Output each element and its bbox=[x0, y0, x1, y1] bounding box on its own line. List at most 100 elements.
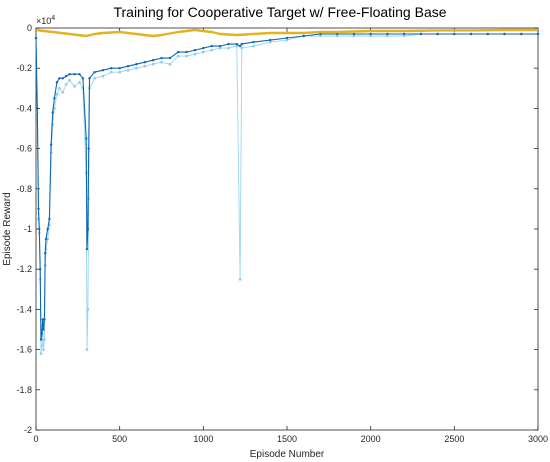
data-point-average_reward bbox=[352, 32, 356, 36]
y-tick-label: -1.4 bbox=[16, 304, 32, 314]
data-point-average_reward bbox=[143, 61, 146, 64]
x-tick-label: 2000 bbox=[361, 434, 381, 444]
data-point-average_reward bbox=[436, 32, 439, 36]
x-tick-label: 0 bbox=[33, 434, 38, 444]
series-layer bbox=[34, 28, 540, 355]
data-point-average_reward bbox=[486, 32, 489, 36]
data-point-average_reward bbox=[42, 328, 45, 331]
plot-area bbox=[35, 27, 539, 431]
data-point-episode_reward bbox=[235, 44, 239, 48]
data-point-average_reward bbox=[49, 143, 53, 146]
data-point-episode_reward bbox=[168, 62, 172, 66]
y-exponent-label: ×104 bbox=[36, 15, 55, 26]
series-line-average_reward bbox=[35, 33, 538, 341]
chart-title: Training for Cooperative Target w/ Free-… bbox=[113, 4, 446, 20]
data-point-episode_reward bbox=[176, 54, 180, 58]
data-point-average_reward bbox=[185, 50, 188, 54]
data-point-average_reward bbox=[503, 32, 506, 36]
data-point-episode_reward bbox=[68, 78, 71, 82]
data-point-average_reward bbox=[101, 69, 105, 72]
data-point-average_reward bbox=[151, 59, 155, 62]
data-point-average_reward bbox=[36, 107, 39, 110]
data-point-episode_reward bbox=[61, 90, 65, 94]
data-point-average_reward bbox=[37, 207, 40, 211]
data-point-average_reward bbox=[51, 111, 54, 114]
data-point-episode_reward bbox=[402, 34, 406, 38]
data-point-episode_reward bbox=[39, 352, 43, 355]
data-point-average_reward bbox=[73, 73, 76, 76]
data-point-episode_reward bbox=[64, 82, 68, 86]
data-point-average_reward bbox=[55, 81, 59, 84]
data-point-average_reward bbox=[210, 44, 213, 48]
data-point-average_reward bbox=[44, 237, 48, 241]
data-point-episode_reward bbox=[109, 70, 113, 74]
data-point-average_reward bbox=[469, 32, 473, 36]
data-point-average_reward bbox=[202, 46, 205, 50]
data-point-average_reward bbox=[520, 32, 523, 36]
data-point-episode_reward bbox=[55, 92, 59, 96]
y-tick-label: -1.8 bbox=[16, 385, 32, 395]
data-point-average_reward bbox=[302, 34, 305, 38]
x-tick-label: 1500 bbox=[277, 434, 297, 444]
y-tick-label: -1 bbox=[24, 224, 32, 234]
data-point-average_reward bbox=[193, 48, 197, 52]
data-point-average_reward bbox=[46, 227, 49, 231]
y-tick-label: -2 bbox=[24, 425, 32, 435]
data-point-average_reward bbox=[269, 38, 272, 42]
data-point-average_reward bbox=[44, 251, 47, 255]
data-point-average_reward bbox=[39, 268, 42, 271]
data-point-average_reward bbox=[78, 73, 81, 76]
data-point-average_reward bbox=[369, 32, 372, 36]
data-point-average_reward bbox=[285, 36, 289, 40]
data-point-episode_reward bbox=[252, 44, 255, 48]
x-axis-label: Episode Number bbox=[250, 449, 325, 460]
data-point-episode_reward bbox=[193, 52, 197, 56]
x-tick-label: 500 bbox=[112, 434, 127, 444]
data-point-average_reward bbox=[40, 332, 44, 335]
data-point-average_reward bbox=[85, 137, 88, 140]
y-axis-label: Episode Reward bbox=[2, 192, 13, 265]
y-tick-label: -0.8 bbox=[16, 184, 32, 194]
data-point-average_reward bbox=[86, 227, 90, 231]
data-point-episode_reward bbox=[101, 74, 105, 78]
data-point-episode_reward bbox=[185, 54, 189, 58]
data-point-episode_reward bbox=[118, 70, 122, 74]
data-point-average_reward bbox=[177, 50, 180, 54]
data-point-average_reward bbox=[64, 75, 68, 78]
data-point-average_reward bbox=[61, 77, 64, 80]
data-point-average_reward bbox=[238, 44, 242, 48]
series-line-q0 bbox=[35, 28, 538, 38]
data-point-episode_reward bbox=[85, 348, 89, 351]
data-point-episode_reward bbox=[238, 277, 242, 281]
data-point-episode_reward bbox=[42, 348, 45, 351]
data-point-episode_reward bbox=[58, 86, 61, 90]
data-point-average_reward bbox=[43, 318, 46, 321]
y-tick-label: -1.6 bbox=[16, 345, 32, 355]
data-point-average_reward bbox=[34, 36, 38, 40]
data-point-average_reward bbox=[453, 32, 456, 36]
series-line-episode_reward bbox=[35, 33, 538, 355]
data-point-episode_reward bbox=[78, 80, 81, 84]
x-tick-label: 2500 bbox=[444, 434, 464, 444]
data-point-episode_reward bbox=[285, 38, 289, 42]
data-point-average_reward bbox=[118, 67, 121, 70]
data-point-episode_reward bbox=[319, 34, 322, 38]
data-point-average_reward bbox=[336, 32, 339, 36]
data-point-average_reward bbox=[126, 65, 130, 68]
y-tick-label: -0.4 bbox=[16, 103, 32, 113]
data-point-average_reward bbox=[68, 73, 71, 76]
data-point-average_reward bbox=[88, 77, 91, 80]
data-point-average_reward bbox=[41, 318, 44, 321]
y-tick-label: 0 bbox=[27, 23, 32, 33]
y-tick-label: -0.6 bbox=[16, 144, 32, 154]
data-point-episode_reward bbox=[151, 62, 155, 66]
data-point-episode_reward bbox=[160, 60, 163, 64]
data-point-episode_reward bbox=[386, 34, 389, 38]
data-point-average_reward bbox=[227, 42, 230, 46]
data-point-average_reward bbox=[58, 77, 61, 80]
data-point-episode_reward bbox=[352, 34, 356, 38]
data-point-average_reward bbox=[135, 62, 138, 66]
data-point-average_reward bbox=[218, 44, 222, 48]
data-point-average_reward bbox=[48, 217, 51, 221]
data-point-average_reward bbox=[87, 147, 90, 150]
